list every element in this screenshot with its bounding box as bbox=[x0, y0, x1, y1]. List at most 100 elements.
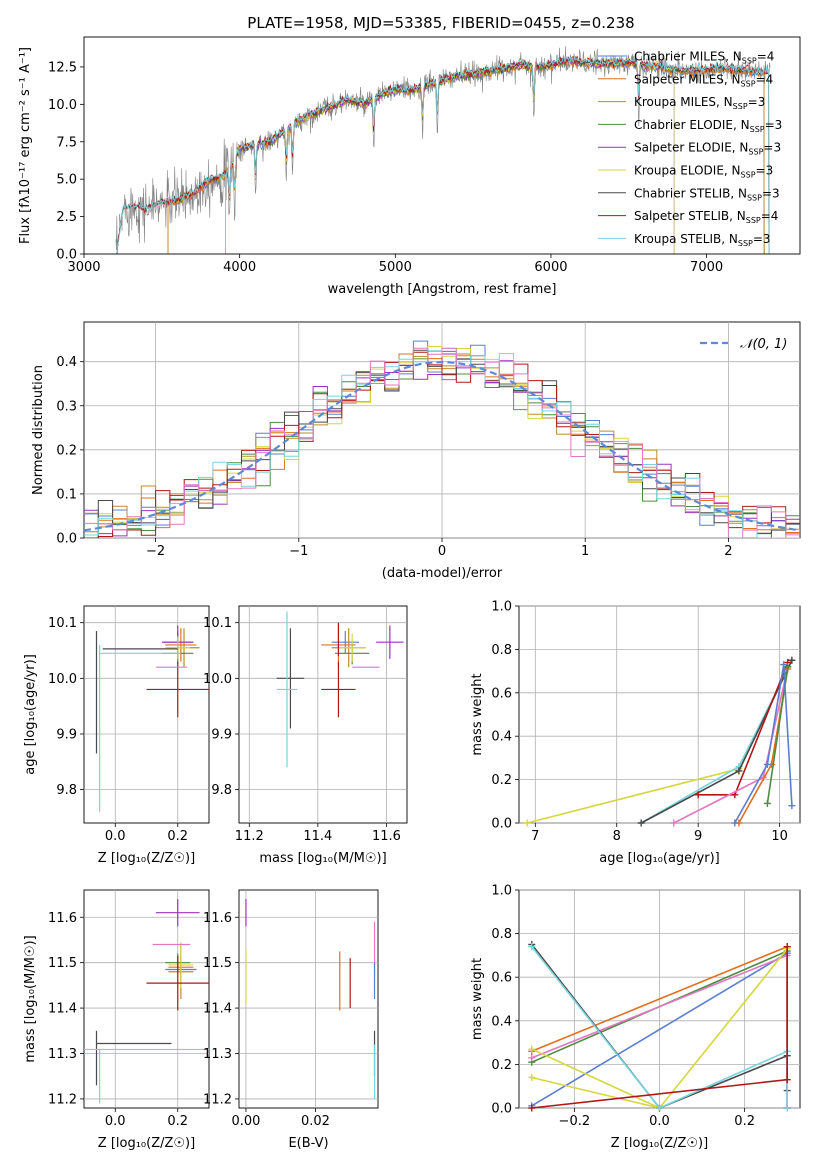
figure-title: PLATE=1958, MJD=53385, FIBERID=0455, z=0… bbox=[247, 14, 634, 32]
y-tick-label: 9.9 bbox=[211, 727, 232, 742]
y-tick-label: 0.8 bbox=[491, 643, 512, 658]
y-axis-label: mass [log₁₀(M/M☉)] bbox=[23, 935, 38, 1062]
errorbar-point bbox=[155, 899, 200, 927]
legend-name: Chabrier ELODIE, N bbox=[634, 118, 750, 132]
legend-suffix: =3 bbox=[756, 164, 774, 178]
y-tick-label: 0.8 bbox=[491, 927, 512, 942]
legend-name: Kroupa ELODIE, N bbox=[634, 164, 741, 178]
y-tick-label: 0.4 bbox=[491, 1014, 512, 1029]
mass-weight-marker bbox=[528, 1073, 536, 1081]
x-tick-label: 5000 bbox=[379, 260, 412, 275]
legend-suffix: =3 bbox=[748, 95, 766, 109]
legend-suffix: =3 bbox=[763, 141, 781, 155]
model-spectrum-line bbox=[116, 55, 770, 254]
mass-weight-vs-age-panel: 7 8 9 10 0.0 0.2 0.4 0.6 0.8 1.0 age [log₁₀(age/yr… bbox=[470, 600, 801, 866]
y-tick-label: 10.1 bbox=[48, 616, 77, 631]
x-tick-label: 7 bbox=[531, 829, 539, 844]
y-axis-label: Flux [fλ10⁻¹⁷ erg cm⁻² s⁻¹ A⁻¹] bbox=[18, 47, 33, 244]
x-tick-label: 1 bbox=[581, 544, 589, 559]
legend-suffix: =4 bbox=[757, 50, 775, 64]
y-tick-label: 11.5 bbox=[203, 956, 232, 971]
legend-name: Salpeter STELIB, N bbox=[634, 209, 746, 223]
mass-vs-Z-panel: 0.0 0.2 11.2 11.3 11.4 11.5 11.6 Z [log₁₀(Z/Z☉)… bbox=[23, 889, 210, 1151]
legend-name: Kroupa STELIB, N bbox=[634, 232, 738, 246]
errorbar-point bbox=[165, 636, 191, 659]
x-tick-label: 0 bbox=[438, 544, 446, 559]
model-spectrum-line bbox=[167, 59, 765, 254]
y-tick-label: 1.0 bbox=[491, 600, 512, 615]
x-tick-label: 2 bbox=[724, 544, 732, 559]
legend-suffix: =3 bbox=[753, 232, 771, 246]
x-tick-label: −2 bbox=[146, 544, 165, 559]
model-spectrum-line bbox=[116, 57, 770, 254]
legend-suffix: =4 bbox=[756, 72, 774, 86]
mass-weight-marker bbox=[528, 943, 536, 951]
mass-weight-marker bbox=[731, 819, 739, 827]
x-tick-label: −1 bbox=[289, 544, 308, 559]
x-axis-label: Z [log₁₀(Z/Z☉)] bbox=[98, 1136, 195, 1151]
y-tick-label: 11.6 bbox=[48, 911, 77, 926]
errorbar-point bbox=[146, 661, 209, 718]
legend-name: Kroupa MILES, N bbox=[634, 95, 733, 109]
x-tick-label: 7000 bbox=[690, 260, 723, 275]
y-tick-label: 10.0 bbox=[48, 98, 77, 113]
x-tick-label: −0.2 bbox=[559, 1114, 591, 1129]
legend-entry: Salpeter MILES, NSSP=4 bbox=[634, 72, 773, 88]
axes-frame bbox=[83, 889, 210, 1109]
legend-entry: Salpeter STELIB, NSSP=4 bbox=[634, 209, 778, 225]
x-axis-label: Z [log₁₀(Z/Z☉)] bbox=[611, 1136, 708, 1151]
mass-weight-marker bbox=[783, 943, 791, 951]
x-tick-label: 9 bbox=[694, 829, 702, 844]
mass-weight-marker bbox=[694, 791, 702, 799]
y-tick-label: 0.0 bbox=[491, 1102, 512, 1117]
mass-weight-marker bbox=[783, 1104, 791, 1112]
mass-weight-line bbox=[640, 659, 793, 824]
y-tick-label: 0.0 bbox=[56, 532, 77, 547]
y-tick-label: 11.4 bbox=[203, 1002, 232, 1017]
y-tick-label: 0.2 bbox=[491, 773, 512, 788]
mass-weight-marker bbox=[528, 1054, 536, 1062]
histogram-step bbox=[84, 347, 800, 538]
legend-subscript: SSP bbox=[742, 57, 757, 66]
x-axis-label: Z [log₁₀(Z/Z☉)] bbox=[98, 851, 195, 866]
mass-vs-EBV-panel: 0.00 0.02 11.2 11.3 11.4 11.5 11.6 E(B-V) bbox=[203, 889, 379, 1151]
legend-entry: Chabrier STELIB, NSSP=3 bbox=[634, 186, 780, 202]
legend-entry: Kroupa MILES, NSSP=3 bbox=[634, 95, 765, 111]
legend-subscript: SSP bbox=[748, 148, 763, 157]
model-spectrum-line bbox=[167, 59, 765, 254]
mass-weight-marker bbox=[783, 1076, 791, 1084]
legend-subscript: SSP bbox=[733, 102, 748, 111]
age-vs-mass-panel: 11.2 11.4 11.6 9.8 9.9 10.0 10.1 mass [log₁₀(M/… bbox=[203, 605, 408, 866]
legend-suffix: =3 bbox=[765, 118, 783, 132]
legend-subscript: SSP bbox=[747, 193, 762, 202]
mass-weight-marker bbox=[523, 819, 531, 827]
mass-weight-marker bbox=[670, 819, 678, 827]
age-vs-Z-panel: 0.0 0.2 9.8 9.9 10.0 10.1 Z [log₁₀(Z/Z☉)] age [… bbox=[23, 605, 210, 866]
normal-reference-curve bbox=[84, 360, 800, 532]
x-tick-label: 4000 bbox=[223, 260, 256, 275]
errorbar-point bbox=[376, 625, 404, 659]
x-tick-label: 11.2 bbox=[235, 829, 264, 844]
mass-weight-marker bbox=[656, 1104, 663, 1112]
y-tick-label: 10.0 bbox=[203, 672, 232, 687]
y-tick-label: 0.3 bbox=[56, 399, 77, 414]
mass-weight-marker bbox=[763, 760, 771, 768]
y-axis-label: Normed distribution bbox=[31, 365, 46, 495]
x-tick-label: 0.2 bbox=[167, 1114, 188, 1129]
legend-suffix: =4 bbox=[761, 209, 779, 223]
y-axis-label: mass weight bbox=[470, 673, 485, 755]
model-spectrum-line bbox=[225, 57, 675, 254]
y-tick-label: 1.0 bbox=[491, 884, 512, 899]
y-tick-label: 11.2 bbox=[203, 1092, 232, 1107]
x-tick-label: 0.2 bbox=[167, 829, 188, 844]
x-axis-label: mass [log₁₀(M/M☉)] bbox=[259, 851, 386, 866]
x-tick-label: 10 bbox=[771, 829, 788, 844]
mass-weight-vs-Z-panel: −0.2 0.0 0.2 0.0 0.2 0.4 0.6 0.8 1.0 Z [log₁₀(Z/Z… bbox=[470, 884, 801, 1151]
y-tick-label: 11.5 bbox=[48, 956, 77, 971]
x-tick-label: 0.0 bbox=[649, 1114, 670, 1129]
legend-name: Salpeter MILES, N bbox=[634, 72, 741, 86]
y-tick-label: 11.3 bbox=[203, 1047, 232, 1062]
y-axis-label: age [log₁₀(age/yr)] bbox=[23, 654, 38, 775]
mass-weight-line bbox=[640, 659, 793, 824]
